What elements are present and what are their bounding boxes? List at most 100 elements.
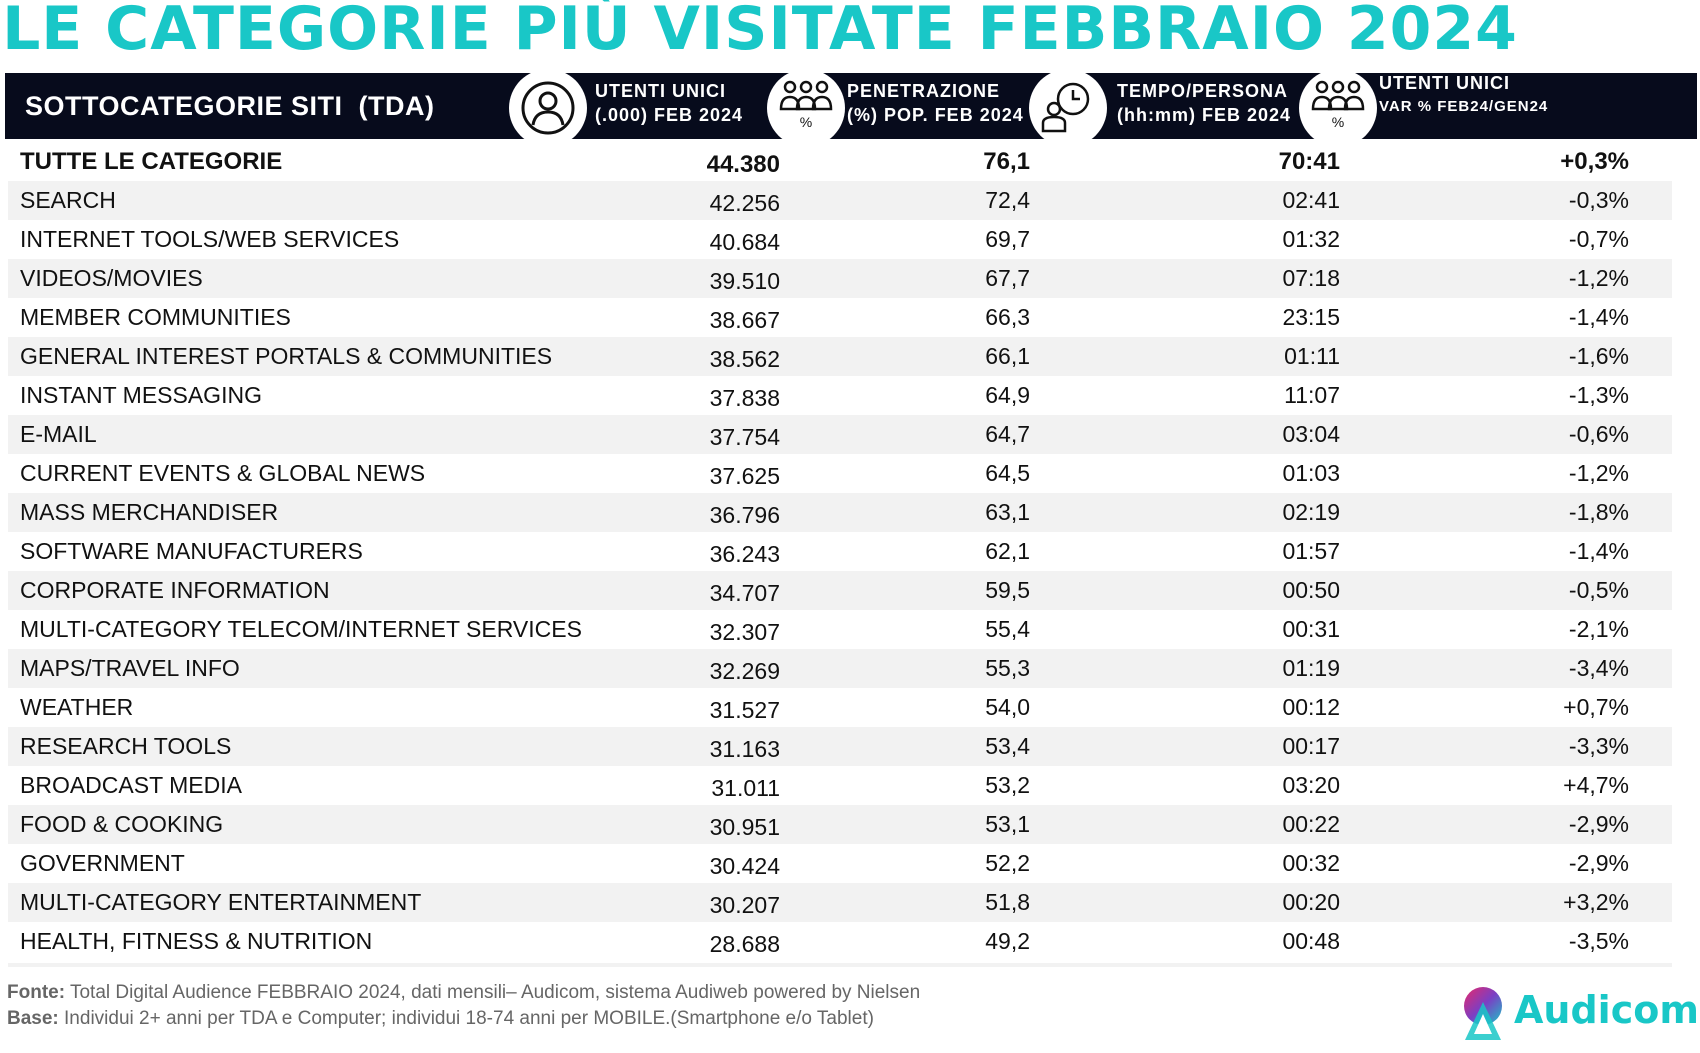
time-per-person: 02:41	[1282, 187, 1340, 213]
time-per-person: 11:07	[1284, 382, 1340, 408]
penetration: 53,1	[985, 811, 1030, 837]
header-categories: SOTTOCATEGORIE SITI (TDA)	[25, 91, 435, 121]
source-label: Fonte:	[7, 982, 66, 1003]
time-per-person: 01:03	[1282, 460, 1340, 486]
audicom-logo-mark	[1464, 987, 1502, 1040]
time-per-person: 01:57	[1282, 538, 1340, 564]
unique-users: 28.688	[709, 931, 780, 957]
unique-users: 30.951	[709, 814, 780, 840]
table-row: GENERAL INTEREST PORTALS & COMMUNITIES 38…	[8, 337, 1672, 376]
percent-caption: %	[1332, 114, 1344, 130]
users-variation: -0,3%	[1568, 187, 1629, 213]
penetration: 53,2	[985, 772, 1030, 798]
category-name: BROADCAST MEDIA	[20, 772, 242, 798]
category-name: CURRENT EVENTS & GLOBAL NEWS	[20, 460, 426, 486]
category-name: CORPORATE INFORMATION	[20, 577, 330, 603]
users-variation: +0,3%	[1560, 148, 1629, 175]
penetration: 66,1	[985, 343, 1030, 369]
group-icon: %	[767, 69, 845, 147]
table-bottom-rule	[8, 963, 1672, 967]
users-variation: +0,7%	[1563, 694, 1629, 720]
category-name: MULTI-CATEGORY ENTERTAINMENT	[20, 889, 422, 915]
source-note: Fonte: Total Digital Audience FEBBRAIO 2…	[7, 982, 920, 1004]
group-icon: %	[1299, 69, 1377, 147]
time-per-person: 00:17	[1282, 733, 1340, 759]
unique-users: 31.163	[709, 736, 780, 762]
table-body: TUTTE LE CATEGORIE 44.380 76,1 70:41 +0,3% S…	[8, 142, 1672, 961]
unique-users: 31.011	[711, 775, 780, 801]
table-row: MEMBER COMMUNITIES 38.667 66,3 23:15 -1,4%	[8, 298, 1672, 337]
table-row: RESEARCH TOOLS 31.163 53,4 00:17 -3,3%	[8, 727, 1672, 766]
users-variation: -1,8%	[1568, 499, 1629, 525]
table-row: E-MAIL 37.754 64,7 03:04 -0,6%	[8, 415, 1672, 454]
category-name: MASS MERCHANDISER	[20, 499, 279, 525]
table-row: MAPS/TRAVEL INFO 32.269 55,3 01:19 -3,4%	[8, 649, 1672, 688]
unique-users: 36.243	[709, 541, 780, 567]
table-row: MULTI-CATEGORY ENTERTAINMENT 30.207 51,8 00…	[8, 883, 1672, 922]
penetration: 53,4	[985, 733, 1030, 759]
time-per-person: 23:15	[1282, 304, 1340, 330]
penetration: 64,9	[985, 382, 1030, 408]
penetration: 67,7	[985, 265, 1030, 291]
penetration: 69,7	[985, 226, 1030, 252]
time-per-person: 00:48	[1282, 928, 1340, 954]
time-per-person: 00:32	[1282, 850, 1340, 876]
users-variation: -1,2%	[1568, 460, 1629, 486]
category-name: MULTI-CATEGORY TELECOM/INTERNET SERVICES	[20, 616, 582, 642]
category-name: SOFTWARE MANUFACTURERS	[20, 538, 363, 564]
table-row: VIDEOS/MOVIES 39.510 67,7 07:18 -1,2%	[8, 259, 1672, 298]
clock-person-icon	[1029, 69, 1107, 147]
unique-users: 37.754	[709, 424, 780, 450]
category-name: RESEARCH TOOLS	[20, 733, 232, 759]
user-icon	[509, 69, 587, 147]
penetration: 76,1	[983, 148, 1030, 175]
penetration: 52,2	[985, 850, 1030, 876]
unique-users: 42.256	[709, 190, 780, 216]
time-per-person: 01:32	[1282, 226, 1340, 252]
unique-users: 32.307	[709, 619, 780, 645]
unique-users: 30.424	[709, 853, 780, 879]
unique-users: 31.527	[709, 697, 780, 723]
unique-users: 40.684	[709, 229, 780, 255]
penetration: 64,5	[985, 460, 1030, 486]
table-row: MULTI-CATEGORY TELECOM/INTERNET SERVICES…	[8, 610, 1672, 649]
table-row: TUTTE LE CATEGORIE 44.380 76,1 70:41 +0,3%	[8, 142, 1672, 181]
category-name: MAPS/TRAVEL INFO	[20, 655, 240, 681]
time-per-person: 03:20	[1282, 772, 1340, 798]
users-variation: -1,4%	[1568, 538, 1629, 564]
unique-users: 39.510	[709, 268, 780, 294]
penetration: 54,0	[985, 694, 1030, 720]
time-per-person: 02:19	[1282, 499, 1340, 525]
unique-users: 38.562	[709, 346, 780, 372]
users-variation: -0,7%	[1568, 226, 1629, 252]
penetration: 55,3	[985, 655, 1030, 681]
users-variation: -2,9%	[1568, 850, 1629, 876]
category-name: VIDEOS/MOVIES	[20, 265, 203, 291]
penetration: 72,4	[985, 187, 1030, 213]
unique-users: 36.796	[709, 502, 780, 528]
penetration: 62,1	[985, 538, 1030, 564]
table-row: GOVERNMENT 30.424 52,2 00:32 -2,9%	[8, 844, 1672, 883]
users-variation: +4,7%	[1563, 772, 1629, 798]
category-name: SEARCH	[20, 187, 116, 213]
base-note: Base: Individui 2+ anni per TDA e Comput…	[7, 1008, 874, 1030]
penetration: 63,1	[985, 499, 1030, 525]
time-per-person: 00:22	[1282, 811, 1340, 837]
category-name: INSTANT MESSAGING	[20, 382, 262, 408]
users-variation: -3,5%	[1568, 928, 1629, 954]
time-per-person: 00:31	[1282, 616, 1340, 642]
users-variation: -3,4%	[1568, 655, 1629, 681]
logo-text: Audicom	[1514, 988, 1699, 1032]
penetration: 55,4	[985, 616, 1030, 642]
unique-users: 34.707	[709, 580, 780, 606]
unique-users: 32.269	[709, 658, 780, 684]
page-title: LE CATEGORIE PIÙ VISITATE FEBBRAIO 2024	[2, 0, 1518, 64]
users-variation: +3,2%	[1563, 889, 1629, 915]
time-per-person: 03:04	[1282, 421, 1340, 447]
unique-users: 37.838	[709, 385, 780, 411]
base-label: Base:	[7, 1008, 59, 1029]
time-per-person: 70:41	[1278, 148, 1340, 175]
users-variation: -2,9%	[1568, 811, 1629, 837]
category-name: GENERAL INTEREST PORTALS & COMMUNITIES	[20, 343, 553, 369]
time-per-person: 07:18	[1282, 265, 1340, 291]
